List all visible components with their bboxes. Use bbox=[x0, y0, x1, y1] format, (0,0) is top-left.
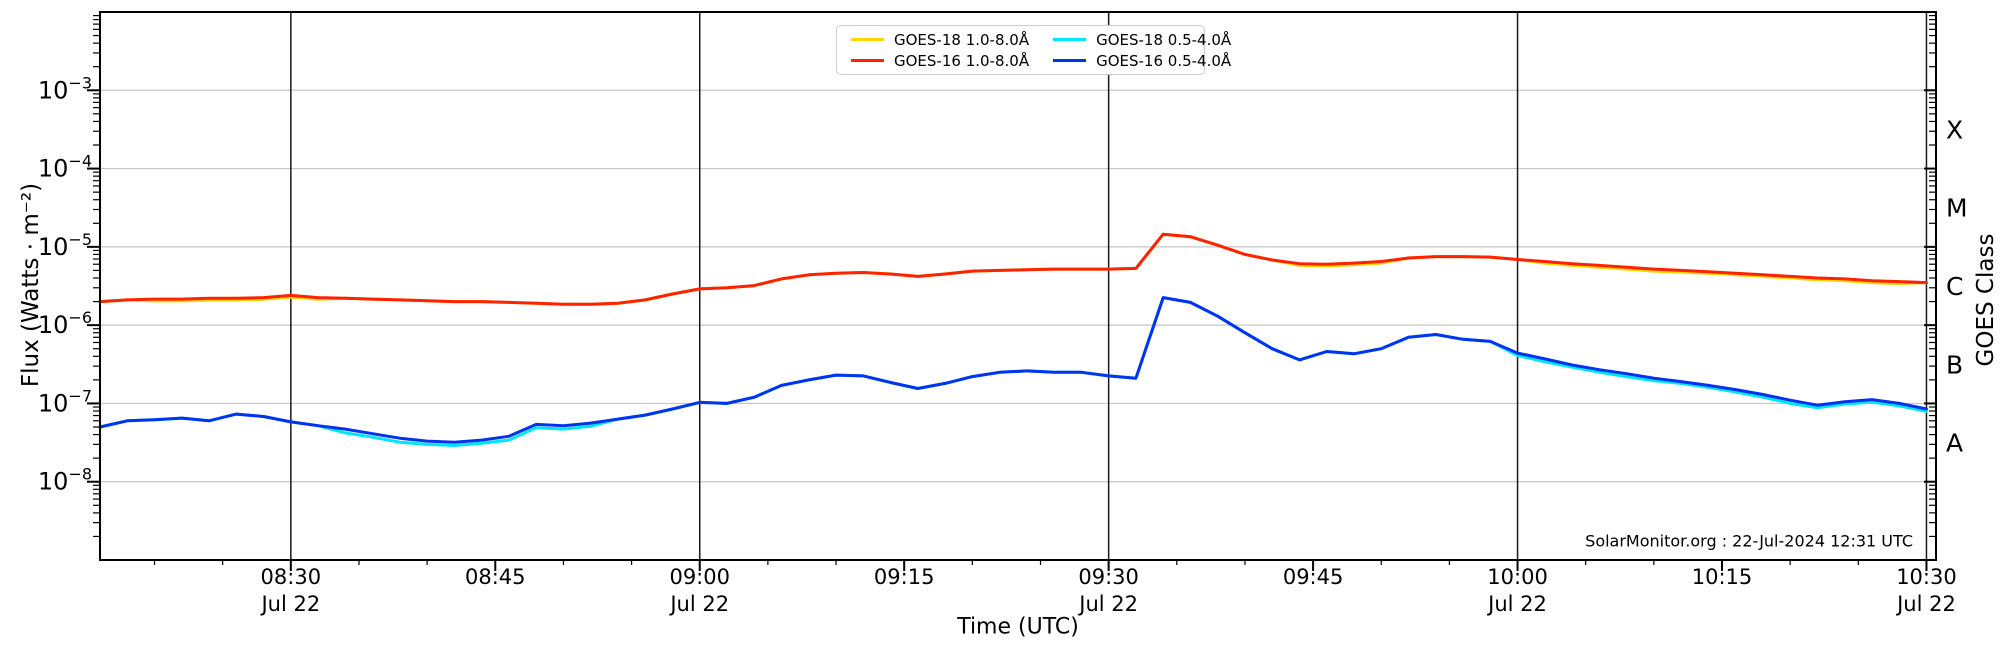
x-tick-label: 10:30 bbox=[1896, 565, 1957, 589]
x-tick-day-label: Jul 22 bbox=[668, 592, 729, 616]
goes-class-letter-b: B bbox=[1946, 350, 1963, 379]
legend-item-goes16-short: GOES-16 0.5-4.0Å bbox=[1053, 50, 1231, 71]
y-tick-label: 10−6 bbox=[38, 308, 92, 339]
y-tick-label: 10−3 bbox=[38, 73, 92, 104]
y-axis-title: Flux (Watts · m⁻²) bbox=[18, 182, 44, 388]
x-tick-day-label: Jul 22 bbox=[259, 592, 320, 616]
attribution-text: SolarMonitor.org : 22-Jul-2024 12:31 UTC bbox=[1585, 531, 1913, 551]
x-tick-day-label: Jul 22 bbox=[1895, 592, 1956, 616]
x-tick-label: 08:30 bbox=[261, 565, 322, 589]
legend-swatch-goes16-long bbox=[851, 59, 884, 62]
series-line-goes-16-1-0-8-0- bbox=[98, 232, 1928, 306]
goes-class-letter-x: X bbox=[1946, 115, 1963, 144]
legend-swatch-goes18-long bbox=[851, 38, 884, 41]
legend-label-goes18-short: GOES-18 0.5-4.0Å bbox=[1096, 30, 1232, 49]
legend-swatch-goes18-short bbox=[1053, 38, 1087, 41]
legend-item-goes18-long: GOES-18 1.0-8.0Å bbox=[851, 29, 1029, 50]
x-tick-label: 10:15 bbox=[1692, 565, 1753, 589]
x-tick-label: 10:00 bbox=[1487, 565, 1548, 589]
plot-border bbox=[99, 11, 1937, 561]
y-tick-label: 10−4 bbox=[38, 152, 92, 183]
goes-class-letter-a: A bbox=[1946, 429, 1963, 458]
x-tick-label: 08:45 bbox=[465, 565, 526, 589]
x-tick-label: 09:00 bbox=[669, 565, 730, 589]
legend: GOES-18 1.0-8.0Å GOES-16 1.0-8.0Å GOES-1… bbox=[836, 25, 1231, 75]
x-tick-label: 09:15 bbox=[874, 565, 935, 589]
y-tick-label: 10−8 bbox=[38, 465, 92, 496]
x-tick-day-label: Jul 22 bbox=[1486, 592, 1547, 616]
goes-class-letter-m: M bbox=[1946, 194, 1968, 223]
legend-label-goes18-long: GOES-18 1.0-8.0Å bbox=[894, 30, 1030, 49]
y-tick-label: 10−7 bbox=[38, 386, 92, 417]
x-tick-day-label: Jul 22 bbox=[1077, 592, 1138, 616]
legend-item-goes16-long: GOES-16 1.0-8.0Å bbox=[851, 50, 1029, 71]
legend-swatch-goes16-short bbox=[1053, 59, 1087, 62]
legend-label-goes16-short: GOES-16 0.5-4.0Å bbox=[1096, 51, 1232, 70]
series-line-goes-16-0-5-4-0- bbox=[98, 296, 1928, 444]
legend-label-goes16-long: GOES-16 1.0-8.0Å bbox=[894, 51, 1030, 70]
x-axis-title: Time (UTC) bbox=[957, 614, 1079, 640]
y-tick-label: 10−5 bbox=[38, 230, 92, 261]
legend-item-goes18-short: GOES-18 0.5-4.0Å bbox=[1053, 29, 1231, 50]
goes-class-letter-c: C bbox=[1946, 272, 1963, 301]
right-axis-title: GOES Class bbox=[1973, 233, 1999, 367]
x-tick-label: 09:45 bbox=[1283, 565, 1344, 589]
x-tick-label: 09:30 bbox=[1078, 565, 1139, 589]
